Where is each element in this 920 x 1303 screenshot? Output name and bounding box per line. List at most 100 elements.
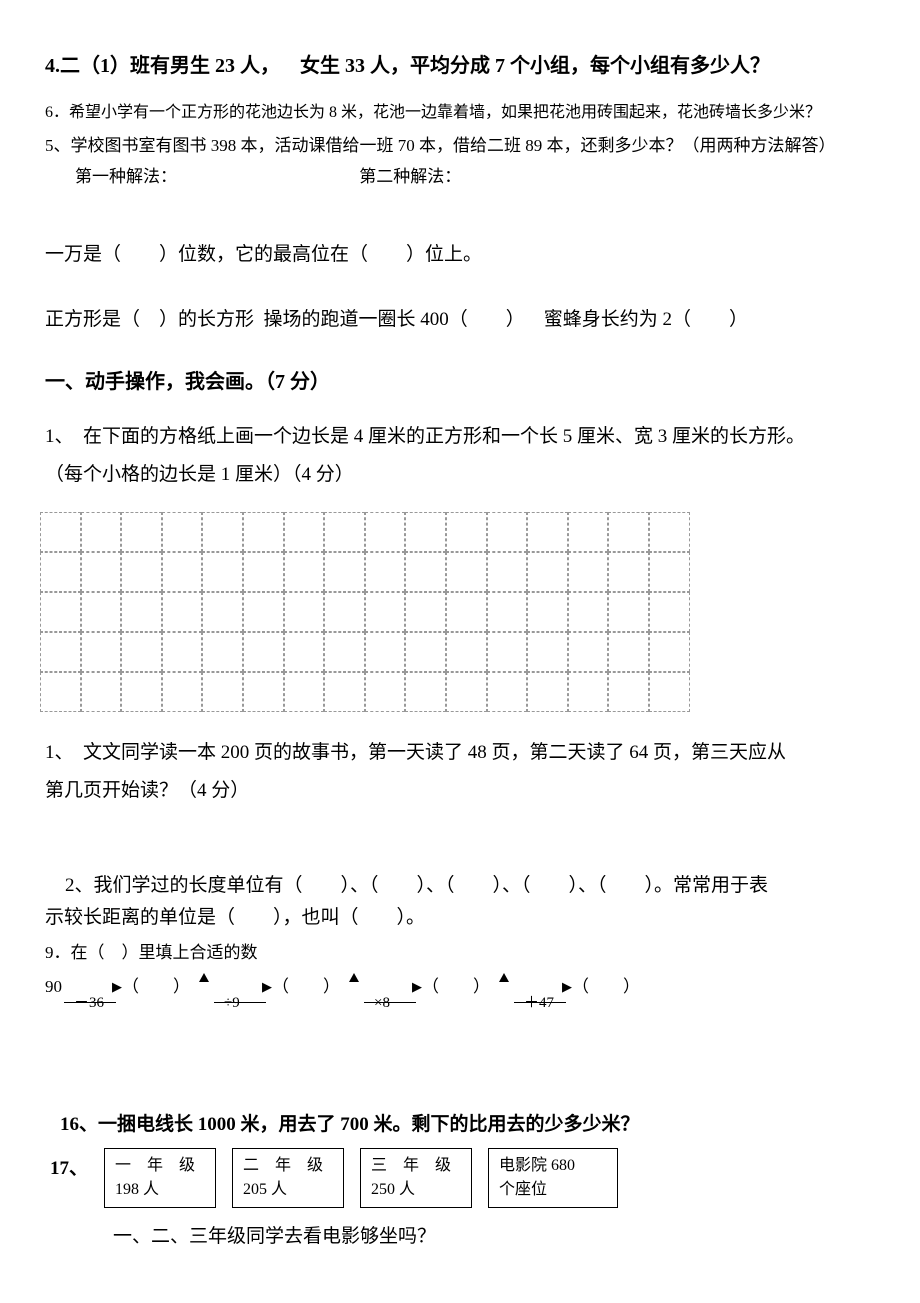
arrow-head-icon: ▶ bbox=[112, 977, 122, 998]
grid-cell bbox=[446, 632, 487, 672]
grid-cell bbox=[446, 592, 487, 632]
grid-cell bbox=[243, 592, 284, 632]
grid-cell bbox=[527, 552, 568, 592]
fill-blank-square: 正方形是（ ）的长方形 操场的跑道一圈长 400（ ） 蜜蜂身长约为 2（ ） bbox=[45, 305, 875, 335]
grid-cell bbox=[284, 552, 325, 592]
units-question: 2、我们学过的长度单位有（ ）、（ ）、（ ）、（ ）、（ ）。常常用于表 示较… bbox=[45, 870, 875, 935]
grid-cell bbox=[527, 512, 568, 552]
grid-cell bbox=[568, 592, 609, 632]
grid-cell bbox=[446, 552, 487, 592]
grid-cell bbox=[608, 592, 649, 632]
method-1-label: 第一种解法： bbox=[75, 163, 355, 190]
grid-cell bbox=[608, 552, 649, 592]
reading-question-line-a: 1、 文文同学读一本 200 页的故事书，第一天读了 48 页，第二天读了 64… bbox=[45, 734, 875, 772]
question-9-label: 9．在（ ）里填上合适的数 bbox=[45, 939, 875, 966]
grid-cell bbox=[487, 672, 528, 712]
flow-segment: ▶＋47 bbox=[514, 973, 566, 1000]
method-2-label: 第二种解法： bbox=[359, 163, 461, 190]
cinema-line-2: 个座位 bbox=[499, 1178, 607, 1202]
grid-paper bbox=[40, 512, 875, 712]
grid-cell bbox=[40, 512, 81, 552]
grid-cell bbox=[405, 672, 446, 712]
arrow-head-icon: ▶ bbox=[262, 977, 272, 998]
grid-cell bbox=[284, 592, 325, 632]
grid-cell bbox=[649, 672, 690, 712]
grade-title: 一 年 级 bbox=[115, 1154, 205, 1178]
grid-cell bbox=[121, 552, 162, 592]
grid-cell bbox=[284, 512, 325, 552]
grades-container: 一 年 级198 人二 年 级205 人三 年 级250 人电影院 680个座位 bbox=[104, 1148, 618, 1208]
grade-box: 三 年 级250 人 bbox=[360, 1148, 472, 1208]
grid-cell bbox=[81, 632, 122, 672]
flow-op: －36 bbox=[74, 991, 104, 1015]
grid-cell bbox=[324, 552, 365, 592]
grid-cell bbox=[40, 672, 81, 712]
grid-cell bbox=[284, 632, 325, 672]
grid-cell bbox=[608, 632, 649, 672]
flow-segment: ▶×8 bbox=[364, 973, 416, 1000]
grid-cell bbox=[121, 512, 162, 552]
grid-cell bbox=[365, 552, 406, 592]
grid-cell bbox=[527, 672, 568, 712]
grade-count: 250 人 bbox=[371, 1178, 461, 1202]
question-17-text: 一、二、三年级同学去看电影够坐吗？ bbox=[45, 1222, 875, 1252]
grid-cell bbox=[324, 672, 365, 712]
grid-cell bbox=[608, 672, 649, 712]
grid-cell bbox=[40, 632, 81, 672]
flow-blank: （ ） bbox=[572, 973, 640, 1000]
flow-op: ＋47 bbox=[524, 991, 554, 1015]
fill-blank-wan: 一万是（ ）位数，它的最高位在（ ）位上。 bbox=[45, 240, 875, 270]
grid-cell bbox=[162, 552, 203, 592]
grid-cell bbox=[202, 552, 243, 592]
grid-cell bbox=[162, 512, 203, 552]
grid-cell bbox=[243, 512, 284, 552]
grid-cell bbox=[40, 552, 81, 592]
reading-question: 1、 文文同学读一本 200 页的故事书，第一天读了 48 页，第二天读了 64… bbox=[45, 734, 875, 810]
grade-count: 198 人 bbox=[115, 1178, 205, 1202]
flow-blank: （ ） bbox=[272, 973, 340, 1000]
flow-segment: ▶－36 bbox=[64, 973, 116, 1000]
grid-cell bbox=[202, 672, 243, 712]
grid-cell bbox=[162, 632, 203, 672]
flow-op: ×8 bbox=[374, 991, 390, 1015]
grade-box: 二 年 级205 人 bbox=[232, 1148, 344, 1208]
grid-cell bbox=[40, 592, 81, 632]
grid-cell bbox=[121, 632, 162, 672]
question-16: 16、一捆电线长 1000 米，用去了 700 米。剩下的比用去的少多少米？ bbox=[45, 1110, 875, 1140]
grid-cell bbox=[365, 632, 406, 672]
grid-cell bbox=[121, 592, 162, 632]
grid-cell bbox=[405, 552, 446, 592]
question-9-flow: 90▶－36（ ）▶÷9（ ）▶×8（ ）▶＋47（ ） bbox=[45, 973, 875, 1000]
question-17-number: 17、 bbox=[50, 1148, 88, 1184]
question-6: 6．希望小学有一个正方形的花池边长为 8 米，花池一边靠着墙，如果把花池用砖围起… bbox=[45, 100, 875, 126]
arrow-head-icon: ▶ bbox=[562, 977, 572, 998]
grid-cell bbox=[405, 592, 446, 632]
grade-title: 三 年 级 bbox=[371, 1154, 461, 1178]
grid-cell bbox=[649, 512, 690, 552]
grid-cell bbox=[121, 672, 162, 712]
grid-cell bbox=[649, 552, 690, 592]
flow-blank: （ ） bbox=[422, 973, 490, 1000]
grid-cell bbox=[243, 552, 284, 592]
grid-cell bbox=[527, 592, 568, 632]
grid-cell bbox=[324, 592, 365, 632]
grid-cell bbox=[487, 552, 528, 592]
grid-cell bbox=[324, 632, 365, 672]
grid-cell bbox=[568, 672, 609, 712]
cinema-box: 电影院 680个座位 bbox=[488, 1148, 618, 1208]
flow-blank: （ ） bbox=[122, 973, 190, 1000]
reading-question-line-b: 第几页开始读？（4 分） bbox=[45, 772, 875, 810]
grid-cell bbox=[649, 632, 690, 672]
triangle-icon bbox=[349, 973, 359, 982]
grade-count: 205 人 bbox=[243, 1178, 333, 1202]
grade-title: 二 年 级 bbox=[243, 1154, 333, 1178]
arrow-head-icon: ▶ bbox=[412, 977, 422, 998]
question-5: 5、学校图书室有图书 398 本，活动课借给一班 70 本，借给二班 89 本，… bbox=[45, 132, 875, 159]
cinema-line-1: 电影院 680 bbox=[499, 1154, 607, 1178]
draw-question-1: 1、 在下面的方格纸上画一个边长是 4 厘米的正方形和一个长 5 厘米、宽 3 … bbox=[45, 418, 875, 494]
grid-cell bbox=[446, 672, 487, 712]
grid-cell bbox=[162, 592, 203, 632]
grid-cell bbox=[202, 512, 243, 552]
grid-cell bbox=[81, 672, 122, 712]
grid-cell bbox=[202, 632, 243, 672]
